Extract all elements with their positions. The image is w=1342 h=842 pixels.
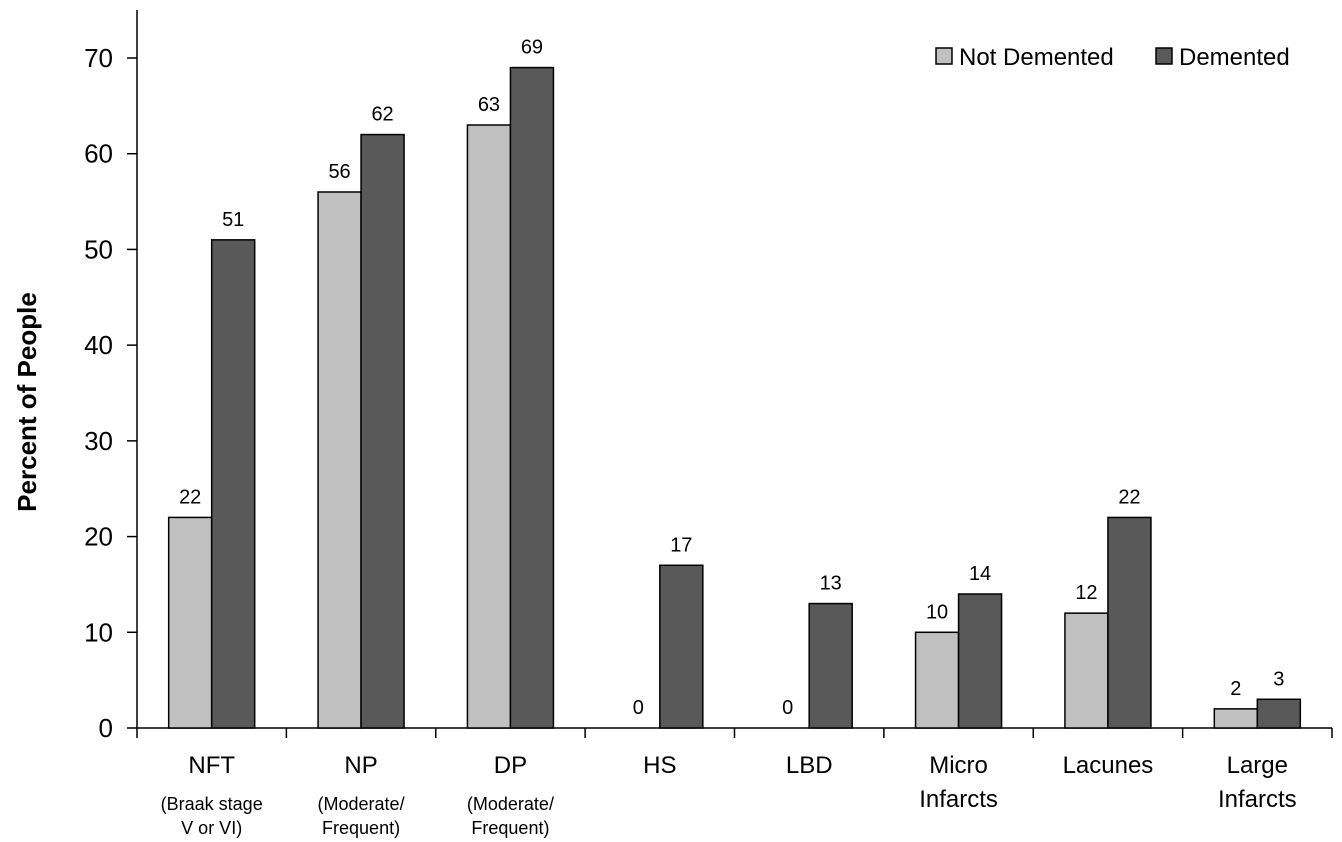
y-tick-label: 60: [84, 139, 113, 169]
bar-demented: [360, 133, 405, 729]
data-label: 22: [179, 486, 201, 508]
x-tick-sublabel: (Moderate/Frequent): [467, 794, 554, 838]
x-tick-label: NP: [344, 752, 377, 779]
data-label: 22: [1118, 486, 1140, 508]
data-label: 51: [222, 209, 244, 231]
x-tick-label: Micro Infarcts: [919, 752, 998, 813]
y-tick-label: 20: [84, 522, 113, 552]
y-tick-label: 10: [84, 617, 113, 647]
bars: [167, 66, 1302, 729]
y-axis: 0 10 20 30 40 50 60 70: [84, 10, 138, 743]
bar-not-demented: [167, 516, 213, 729]
bar-demented: [509, 66, 555, 729]
y-tick-label: 0: [99, 713, 113, 743]
data-label: 10: [926, 601, 948, 623]
data-label: 0: [633, 697, 644, 719]
bar-demented: [1107, 516, 1152, 729]
x-tick-label: LBD: [786, 752, 833, 779]
data-label: 63: [478, 94, 500, 116]
x-axis: NFT (Braak stage V or VI) NP (Moderate/Frequ…: [136, 727, 1333, 838]
y-tick-label: 70: [84, 43, 113, 73]
x-tick-label: NFT: [188, 752, 235, 779]
data-label: 12: [1075, 582, 1097, 604]
legend: Not Demented Demented: [935, 44, 1290, 71]
x-tick-label: DP: [494, 752, 527, 779]
y-axis-label: Percent of People: [12, 292, 42, 512]
x-tick-label: HS: [643, 752, 676, 779]
data-label: 56: [328, 161, 350, 183]
data-label: 69: [521, 37, 543, 59]
legend-label: Demented: [1179, 44, 1290, 71]
data-label: 13: [820, 573, 842, 595]
x-tick-label: Lacunes: [1063, 752, 1154, 779]
bar-not-demented: [1064, 612, 1109, 729]
bar-demented: [659, 564, 704, 729]
x-tick-sublabel: (Moderate/Frequent): [318, 794, 405, 838]
bar-not-demented: [466, 124, 512, 729]
legend-swatch: [935, 47, 953, 65]
data-label: 17: [670, 534, 692, 556]
x-tick-label: Large Infarcts: [1218, 752, 1297, 813]
bar-demented: [808, 602, 853, 729]
x-tick-sublabel: (Braak stage V or VI): [161, 794, 263, 838]
y-tick-label: 50: [84, 234, 113, 264]
legend-label: Not Demented: [959, 44, 1114, 71]
data-label: 62: [371, 104, 393, 126]
data-label: 14: [969, 563, 991, 585]
y-tick-label: 40: [84, 330, 113, 360]
bar-demented: [210, 239, 256, 729]
bar-demented: [957, 593, 1003, 729]
bar-not-demented: [317, 191, 362, 729]
data-label: 0: [782, 697, 793, 719]
data-label: 3: [1273, 668, 1284, 690]
legend-swatch: [1155, 47, 1173, 65]
bar-not-demented: [1213, 708, 1259, 729]
bar-demented: [1256, 698, 1302, 729]
data-label: 2: [1230, 678, 1241, 700]
bar-not-demented: [914, 631, 960, 729]
y-tick-label: 30: [84, 426, 113, 456]
